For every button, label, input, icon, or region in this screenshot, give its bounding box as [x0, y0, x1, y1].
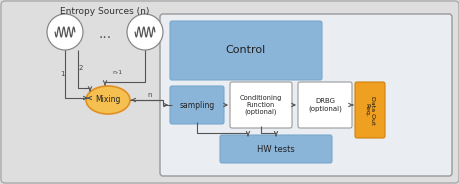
Text: Mixing: Mixing [95, 95, 120, 105]
FancyBboxPatch shape [160, 14, 451, 176]
Text: Control: Control [225, 45, 266, 55]
FancyBboxPatch shape [170, 21, 321, 80]
FancyBboxPatch shape [170, 86, 224, 124]
Circle shape [127, 14, 162, 50]
Text: 2: 2 [79, 65, 83, 71]
Circle shape [47, 14, 83, 50]
Text: n-1: n-1 [112, 70, 122, 75]
Text: HW tests: HW tests [257, 144, 294, 153]
Text: ...: ... [98, 27, 112, 41]
Text: DRBG
(optional): DRBG (optional) [308, 98, 341, 112]
Text: n: n [147, 92, 151, 98]
FancyBboxPatch shape [297, 82, 351, 128]
FancyBboxPatch shape [354, 82, 384, 138]
Ellipse shape [86, 86, 130, 114]
FancyBboxPatch shape [230, 82, 291, 128]
FancyBboxPatch shape [219, 135, 331, 163]
Text: sampling: sampling [179, 100, 214, 109]
Text: Conditioning
Function
(optional): Conditioning Function (optional) [239, 95, 281, 115]
Text: 1: 1 [60, 71, 64, 77]
Text: Data Out
Req.: Data Out Req. [364, 96, 375, 124]
Text: Entropy Sources (n): Entropy Sources (n) [60, 8, 149, 17]
